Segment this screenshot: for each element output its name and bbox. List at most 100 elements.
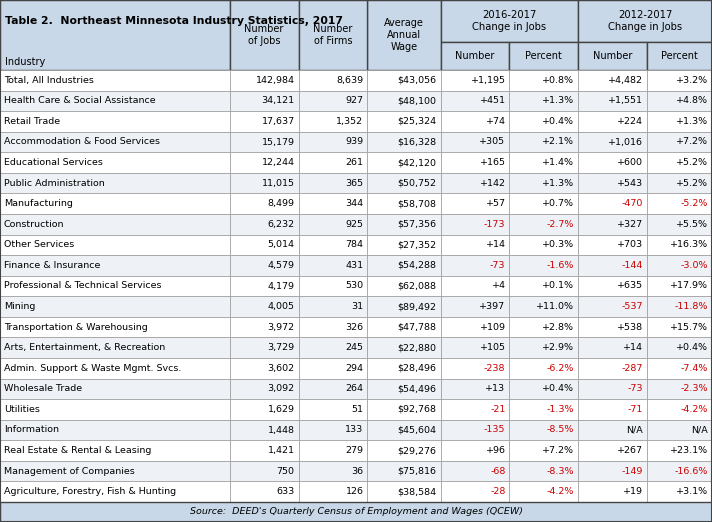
- Text: 1,421: 1,421: [268, 446, 295, 455]
- Bar: [367, 0, 441, 70]
- Text: +0.1%: +0.1%: [543, 281, 575, 291]
- Text: -21: -21: [490, 405, 506, 414]
- Text: 245: 245: [345, 343, 364, 352]
- Text: 784: 784: [345, 240, 364, 250]
- Bar: [0, 378, 230, 399]
- Bar: [441, 132, 510, 152]
- Text: 264: 264: [345, 384, 364, 394]
- Bar: [578, 317, 647, 337]
- Text: Accommodation & Food Services: Accommodation & Food Services: [4, 137, 160, 147]
- Text: Mining: Mining: [4, 302, 36, 311]
- Bar: [578, 276, 647, 296]
- Text: +105: +105: [479, 343, 506, 352]
- Bar: [441, 481, 510, 502]
- Bar: [367, 152, 441, 173]
- Bar: [298, 461, 367, 481]
- Bar: [441, 461, 510, 481]
- Bar: [230, 296, 298, 317]
- Text: 326: 326: [345, 323, 364, 331]
- Text: +17.9%: +17.9%: [670, 281, 708, 291]
- Bar: [0, 0, 230, 70]
- Text: $75,816: $75,816: [397, 467, 436, 476]
- Text: Number: Number: [593, 51, 632, 61]
- Text: Retail Trade: Retail Trade: [4, 117, 60, 126]
- Text: -287: -287: [622, 364, 643, 373]
- Text: Average
Annual
Wage: Average Annual Wage: [384, 18, 424, 52]
- Text: +5.5%: +5.5%: [676, 220, 708, 229]
- Bar: [441, 173, 510, 194]
- Text: -28: -28: [490, 487, 506, 496]
- Bar: [510, 358, 578, 378]
- Bar: [0, 194, 230, 214]
- Bar: [0, 234, 230, 255]
- Bar: [647, 461, 712, 481]
- Bar: [578, 42, 647, 70]
- Bar: [647, 378, 712, 399]
- Bar: [647, 420, 712, 440]
- Text: +19: +19: [623, 487, 643, 496]
- Bar: [647, 152, 712, 173]
- Text: -71: -71: [628, 405, 643, 414]
- Bar: [367, 358, 441, 378]
- Text: $29,276: $29,276: [397, 446, 436, 455]
- Bar: [230, 152, 298, 173]
- Text: +0.7%: +0.7%: [543, 199, 575, 208]
- Text: +11.0%: +11.0%: [536, 302, 575, 311]
- Text: +305: +305: [479, 137, 506, 147]
- Text: Management of Companies: Management of Companies: [4, 467, 135, 476]
- Text: +451: +451: [479, 97, 506, 105]
- Text: $62,088: $62,088: [397, 281, 436, 291]
- Bar: [647, 255, 712, 276]
- Text: +1,551: +1,551: [608, 97, 643, 105]
- Text: -73: -73: [490, 261, 506, 270]
- Bar: [578, 440, 647, 461]
- Text: +109: +109: [479, 323, 506, 331]
- Bar: [367, 234, 441, 255]
- Bar: [230, 420, 298, 440]
- Text: 1,629: 1,629: [268, 405, 295, 414]
- Bar: [510, 152, 578, 173]
- Text: Admin. Support & Waste Mgmt. Svcs.: Admin. Support & Waste Mgmt. Svcs.: [4, 364, 182, 373]
- Bar: [230, 378, 298, 399]
- Bar: [0, 502, 712, 522]
- Bar: [578, 296, 647, 317]
- Text: -149: -149: [622, 467, 643, 476]
- Bar: [510, 173, 578, 194]
- Bar: [647, 132, 712, 152]
- Bar: [0, 132, 230, 152]
- Text: Source:  DEED's Quarterly Census of Employment and Wages (QCEW): Source: DEED's Quarterly Census of Emplo…: [189, 507, 523, 516]
- Bar: [578, 194, 647, 214]
- Bar: [298, 481, 367, 502]
- Text: +0.4%: +0.4%: [543, 384, 575, 394]
- Bar: [298, 296, 367, 317]
- Bar: [0, 461, 230, 481]
- Text: 34,121: 34,121: [261, 97, 295, 105]
- Bar: [578, 70, 647, 91]
- Bar: [510, 276, 578, 296]
- Bar: [0, 91, 230, 111]
- Bar: [298, 234, 367, 255]
- Bar: [298, 132, 367, 152]
- Text: Utilities: Utilities: [4, 405, 40, 414]
- Bar: [647, 194, 712, 214]
- Text: +0.3%: +0.3%: [543, 240, 575, 250]
- Bar: [367, 276, 441, 296]
- Text: +538: +538: [617, 323, 643, 331]
- Bar: [578, 234, 647, 255]
- Text: +1,016: +1,016: [608, 137, 643, 147]
- Text: -470: -470: [622, 199, 643, 208]
- Bar: [510, 42, 578, 70]
- Bar: [441, 317, 510, 337]
- Bar: [298, 337, 367, 358]
- Bar: [0, 420, 230, 440]
- Text: 750: 750: [276, 467, 295, 476]
- Text: Other Services: Other Services: [4, 240, 74, 250]
- Bar: [441, 234, 510, 255]
- Bar: [367, 194, 441, 214]
- Bar: [510, 378, 578, 399]
- Bar: [298, 111, 367, 132]
- Text: 5,014: 5,014: [268, 240, 295, 250]
- Bar: [441, 214, 510, 234]
- Bar: [441, 0, 578, 42]
- Text: -537: -537: [622, 302, 643, 311]
